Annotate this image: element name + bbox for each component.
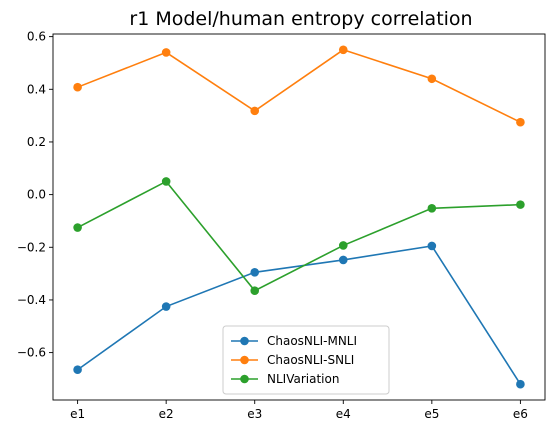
legend-box (222, 325, 390, 395)
y-tick-label: −0.6 (17, 346, 46, 360)
data-point-chaosnli-mnli (161, 302, 171, 311)
y-tick-label: 0.2 (27, 135, 46, 149)
chart-title: r1 Model/human entropy correlation (129, 8, 472, 30)
series-line-chaosnli-mnli (77, 245, 522, 385)
x-tick-label: e1 (70, 407, 85, 421)
legend-label: NLIVariation (267, 372, 339, 386)
data-point-nlivariation (516, 200, 525, 209)
legend-swatch-marker (240, 336, 249, 346)
legend-label: ChaosNLI-MNLI (267, 334, 357, 348)
y-tick-label: 0.4 (27, 82, 46, 96)
data-point-chaosnli-snli (338, 45, 348, 55)
legend-swatch-marker (240, 355, 249, 365)
x-tick-label: e2 (159, 407, 174, 421)
series-line-nlivariation (77, 180, 521, 292)
x-tick-label: e5 (424, 407, 439, 421)
legend-label: ChaosNLI-SNLI (267, 353, 354, 367)
data-point-chaosnli-snli (516, 117, 525, 127)
data-point-nlivariation (338, 241, 348, 250)
y-tick-label: −0.2 (17, 240, 46, 254)
data-point-chaosnli-snli (250, 106, 260, 116)
data-point-chaosnli-mnli (73, 365, 82, 375)
x-tick-label: e4 (336, 407, 351, 421)
data-point-nlivariation (73, 223, 82, 232)
y-tick-label: −0.4 (17, 293, 46, 307)
data-point-chaosnli-snli (161, 48, 171, 57)
plot-area: −0.6 −0.4 −0.2 0.0 0.2 0.4 0.6 e1 e2 e3 e4 e5 e6 Chao… (17, 30, 546, 421)
y-tick-label: 0.0 (27, 188, 46, 202)
data-point-chaosnli-snli (73, 82, 82, 92)
data-point-nlivariation (427, 204, 437, 213)
data-point-chaosnli-mnli (516, 379, 525, 389)
plot-frame (52, 33, 546, 401)
legend-swatch-marker (240, 374, 249, 384)
x-tick-label: e6 (513, 407, 528, 421)
x-tick-label: e3 (247, 407, 262, 421)
data-point-chaosnli-mnli (427, 241, 437, 251)
y-tick-label: 0.6 (27, 30, 46, 44)
data-point-nlivariation (250, 286, 260, 296)
data-point-chaosnli-mnli (250, 267, 260, 277)
data-point-nlivariation (161, 177, 171, 186)
data-point-chaosnli-snli (427, 74, 437, 84)
data-point-chaosnli-mnli (338, 255, 348, 265)
series-line-chaosnli-snli (77, 48, 521, 123)
